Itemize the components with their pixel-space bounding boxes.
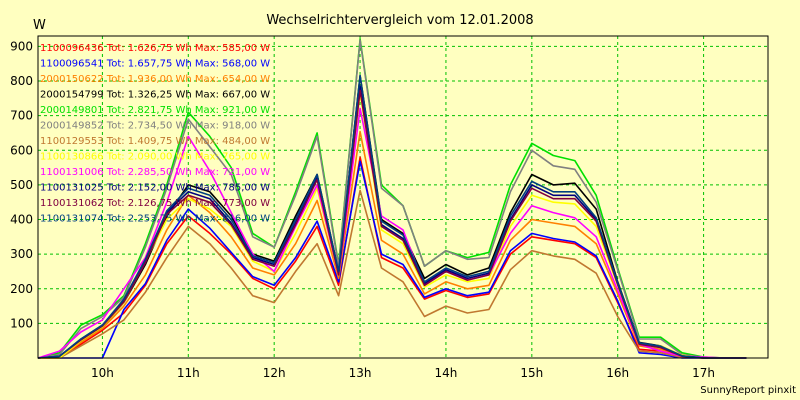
x-tick-label: 12h — [263, 366, 286, 380]
y-tick-label: 400 — [10, 213, 33, 227]
legend-entry: 1100131074 Tot: 2.253,75 Wh Max: 816,00 … — [40, 214, 270, 225]
y-tick-label: 800 — [10, 74, 33, 88]
legend-entry: 2000154799 Tot: 1.326,25 Wh Max: 667,00 … — [40, 90, 270, 101]
y-tick-label: 300 — [10, 247, 33, 261]
x-tick-label: 15h — [520, 366, 543, 380]
legend-entry: 2000149801 Tot: 2.821,75 Wh Max: 921,00 … — [40, 105, 270, 116]
series-line-1100129553 — [38, 189, 747, 359]
x-axis-ticks: 10h 11h 12h 13h 14h 15h 16h 17h — [91, 366, 715, 380]
legend-entry: 1100131006 Tot: 2.285,50 Wh Max: 721,00 … — [40, 167, 270, 178]
series-lines — [37, 38, 747, 359]
x-tick-label: 10h — [91, 366, 114, 380]
y-axis-ticks: 100 200 300 400 500 600 700 800 900 — [10, 39, 33, 330]
y-axis-unit: W — [33, 18, 46, 33]
series-line-2000150622 — [38, 130, 747, 359]
legend-entry: 2000150622 Tot: 1.936,00 Wh Max: 654,00 … — [40, 74, 270, 85]
x-tick-label: 14h — [435, 366, 458, 380]
legend-entry: 2000149852 Tot: 2.734,50 Wh Max: 918,00 … — [40, 121, 270, 132]
series-line-2000149852 — [37, 39, 747, 359]
y-tick-label: 700 — [10, 109, 33, 123]
series-line-1100096541 — [38, 160, 747, 359]
legend-entry: 1100130866 Tot: 2.090,00 Wh Max: 765,00 … — [40, 152, 270, 163]
x-tick-label: 11h — [177, 366, 200, 380]
legend-entry: 1100096541 Tot: 1.657,75 Wh Max: 568,00 … — [40, 59, 270, 70]
y-tick-label: 600 — [10, 143, 33, 157]
y-tick-label: 100 — [10, 316, 33, 330]
y-tick-label: 500 — [10, 178, 33, 192]
credit-text: SunnyReport pinxit — [700, 385, 796, 396]
series-line-1100131074 — [37, 74, 747, 359]
x-tick-label: 17h — [692, 366, 715, 380]
y-tick-label: 200 — [10, 282, 33, 296]
plot-frame — [37, 35, 769, 359]
legend-entry: 1100129553 Tot: 1.409,75 Wh Max: 484,00 … — [40, 136, 270, 147]
series-line-1100131006 — [37, 107, 747, 359]
legend-entry: 1100096436 Tot: 1.626,75 Wh Max: 585,00 … — [40, 43, 270, 54]
legend-entry: 1100131025 Tot: 2.152,00 Wh Max: 785,00 … — [40, 183, 270, 194]
x-tick-label: 13h — [349, 366, 372, 380]
legend: 1100096436 Tot: 1.626,75 Wh Max: 585,00 … — [40, 43, 270, 225]
y-tick-label: 900 — [10, 39, 33, 53]
x-tick-label: 16h — [606, 366, 629, 380]
chart-title: Wechselrichtervergleich vom 12.01.2008 — [266, 13, 533, 28]
legend-entry: 1100131062 Tot: 2.126,75 Wh Max: 773,00 … — [40, 198, 270, 209]
